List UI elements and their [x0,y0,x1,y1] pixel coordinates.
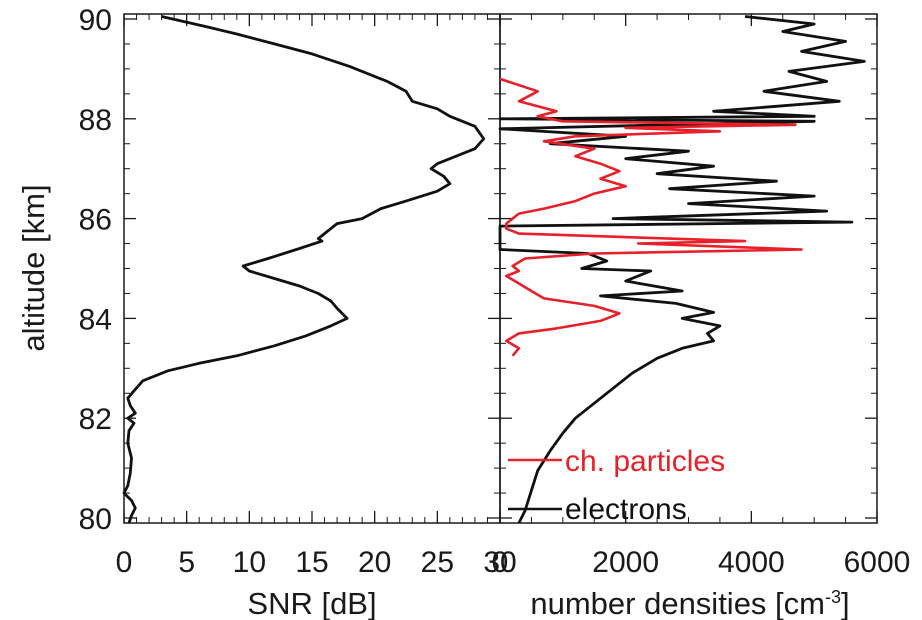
right-y-ticks [500,18,877,519]
y-tick-labels: 80 82 84 86 88 90 [79,4,112,536]
legend: ch. particles electrons [508,445,725,526]
right-x-tick-label: 2000 [592,546,659,579]
left-x-tick-label: 5 [178,546,195,579]
left-x-tick-label: 20 [358,546,391,579]
y-tick-label: 86 [79,204,112,237]
left-panel: 0 5 10 15 20 25 30 80 82 84 86 88 90 SNR [dB] altit… [16,4,517,620]
y-axis-title: altitude [km] [16,184,51,351]
right-x-axis-title: number densities [cm-3] [530,586,849,620]
left-x-ticks [123,14,501,523]
right-x-tick-labels: 0 2000 4000 6000 [492,546,911,579]
y-tick-label: 88 [79,104,112,137]
legend-item-electrons: electrons [508,493,687,526]
snr-series-line [122,15,486,524]
y-tick-label: 80 [79,503,112,536]
y-tick-label: 84 [79,303,112,336]
legend-label-electrons: electrons [565,493,687,526]
left-x-tick-label: 10 [233,546,266,579]
right-x-tick-label: 6000 [844,546,911,579]
right-x-tick-label: 4000 [718,546,785,579]
y-tick-label: 82 [79,403,112,436]
electrons-series-line [498,15,866,524]
left-x-tick-label: 25 [421,546,454,579]
right-x-tick-label: 0 [492,546,509,579]
left-x-tick-label: 15 [295,546,328,579]
left-x-tick-labels: 0 5 10 15 20 25 30 [116,546,517,579]
left-x-tick-label: 30 [483,546,516,579]
left-y-ticks [124,18,500,519]
right-x-ticks [499,14,878,523]
left-x-tick-label: 0 [116,546,133,579]
legend-item-particles: ch. particles [508,445,725,478]
left-x-axis-title: SNR [dB] [247,586,376,620]
legend-label-particles: ch. particles [565,445,725,478]
y-tick-label: 90 [79,4,112,37]
left-plot-frame [123,13,501,524]
right-panel: 0 2000 4000 6000 number densities [cm-3] ch… [492,13,911,620]
particles-series-line [499,77,803,357]
